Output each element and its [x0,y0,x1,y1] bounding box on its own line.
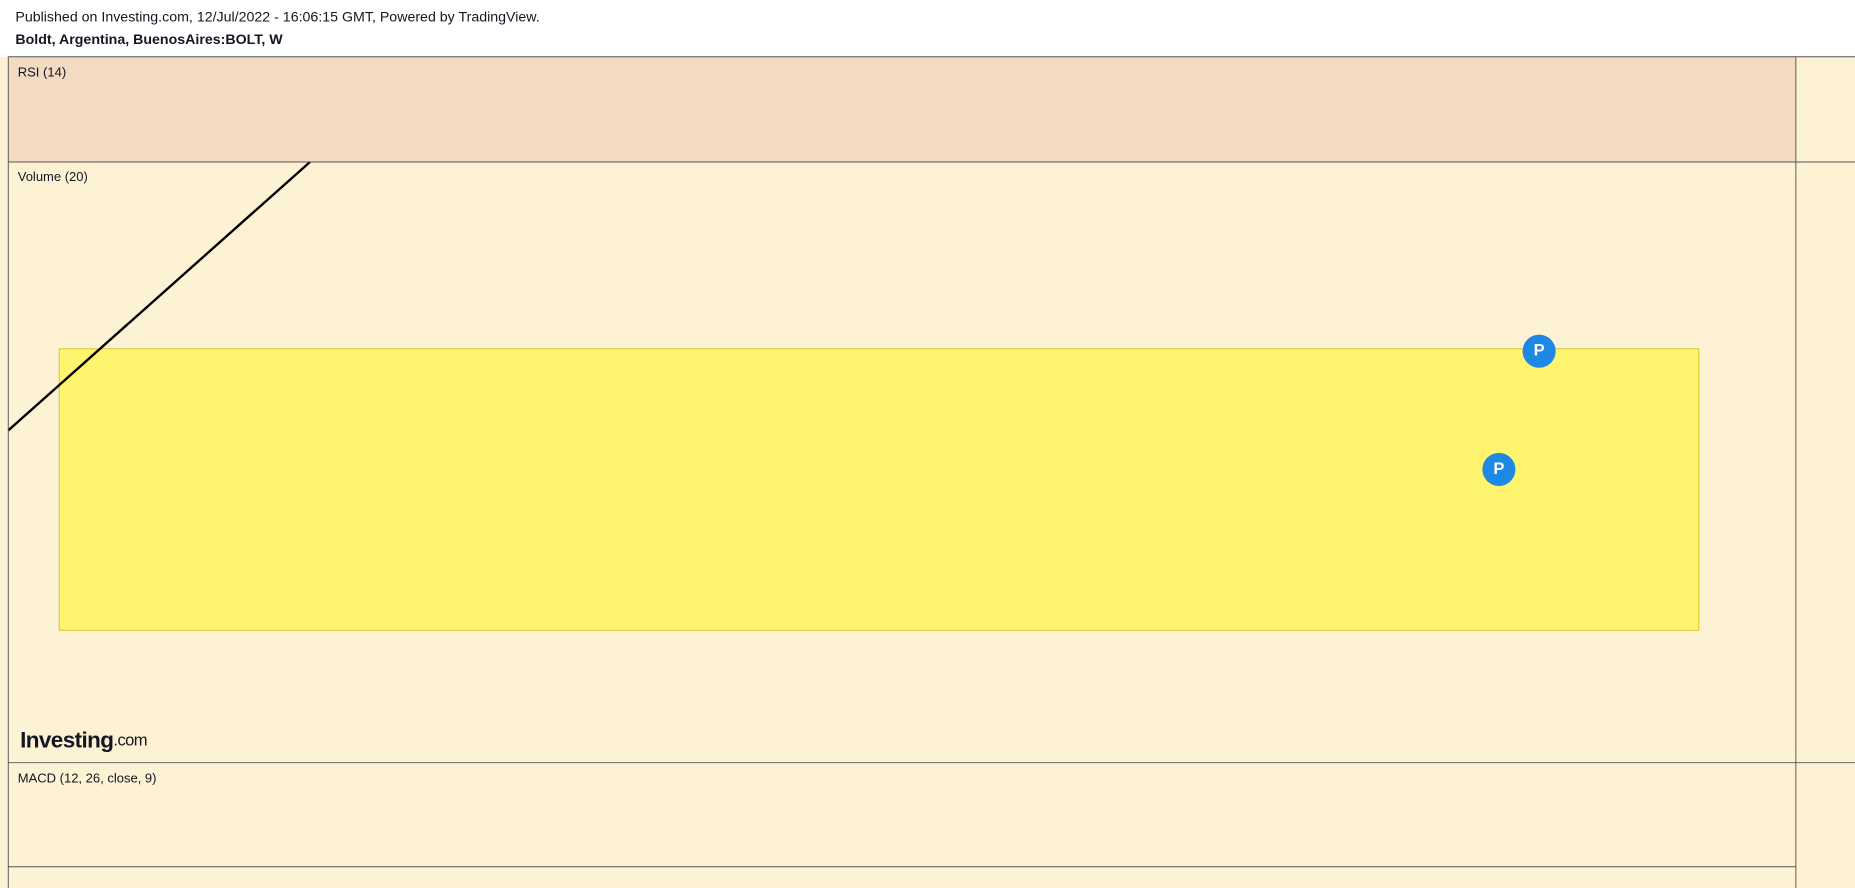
marker[interactable] [1522,334,1556,368]
marker-label[interactable]: P [1493,459,1504,478]
marker[interactable] [1482,452,1516,486]
published-note: Published on Investing.com, 12/Jul/2022 … [15,9,539,25]
pane-title: MACD (12, 26, close, 9) [18,771,157,786]
watermark-bold: Investing [20,727,113,752]
header-bg [0,0,1855,57]
symbol-title: Boldt, Argentina, BuenosAires:BOLT, W [15,32,283,48]
pane-title: Volume (20) [18,169,88,184]
watermark: Investing.com [20,727,147,752]
rsi-pane-bg [8,56,1796,162]
marker-label[interactable]: P [1534,341,1545,360]
watermark-light: .com [113,731,147,750]
range-box [58,348,1700,631]
pane-title: RSI (14) [18,65,66,80]
trend-line [7,161,311,432]
